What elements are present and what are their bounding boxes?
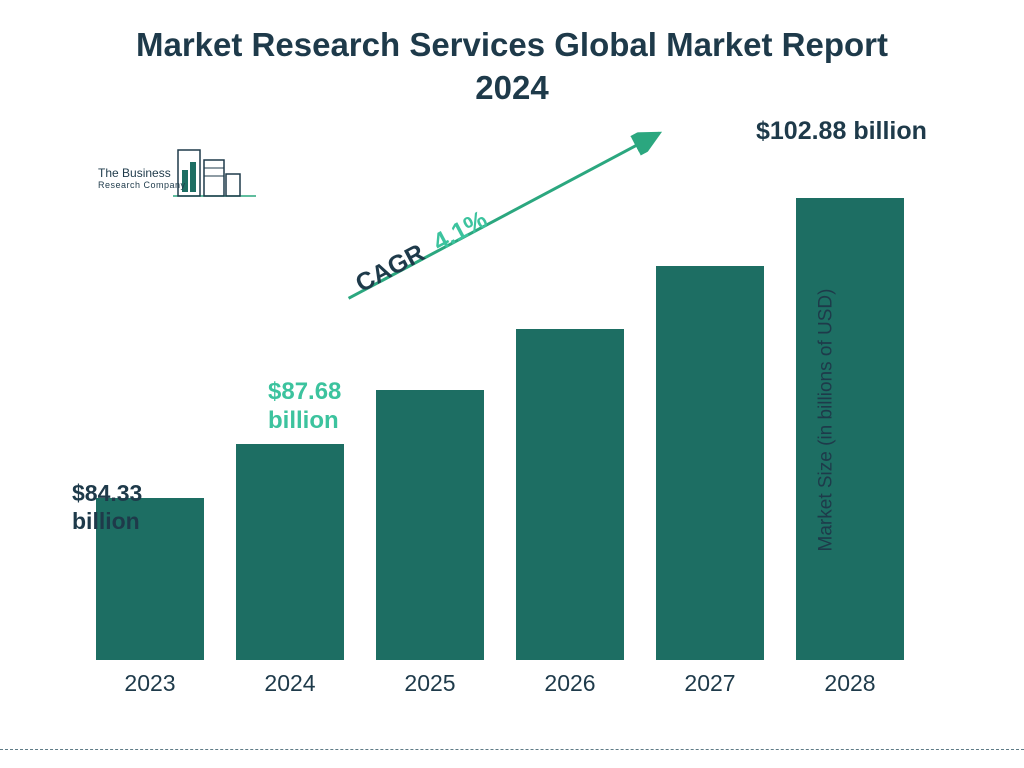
data-label-2028: $102.88 billion [756, 116, 927, 146]
chart-title: Market Research Services Global Market R… [0, 0, 1024, 110]
x-axis-labels: 2023 2024 2025 2026 2027 2028 [70, 664, 930, 700]
x-tick-label: 2026 [510, 664, 630, 700]
x-tick-label: 2025 [370, 664, 490, 700]
data-label-2024: $87.68billion [268, 378, 341, 436]
bar [656, 266, 764, 660]
footer-divider [0, 749, 1024, 750]
bar-column [370, 390, 490, 660]
bar-column [790, 198, 910, 660]
bar-column [510, 329, 630, 660]
bar-column [650, 266, 770, 660]
x-tick-label: 2024 [230, 664, 350, 700]
data-label-2023: $84.33billion [72, 480, 142, 535]
bar [796, 198, 904, 660]
bar [376, 390, 484, 660]
bar-column [230, 444, 350, 660]
bar [236, 444, 344, 660]
x-tick-label: 2023 [90, 664, 210, 700]
y-axis-label: Market Size (in billions of USD) [816, 289, 838, 552]
x-tick-label: 2028 [790, 664, 910, 700]
bar [516, 329, 624, 660]
x-tick-label: 2027 [650, 664, 770, 700]
